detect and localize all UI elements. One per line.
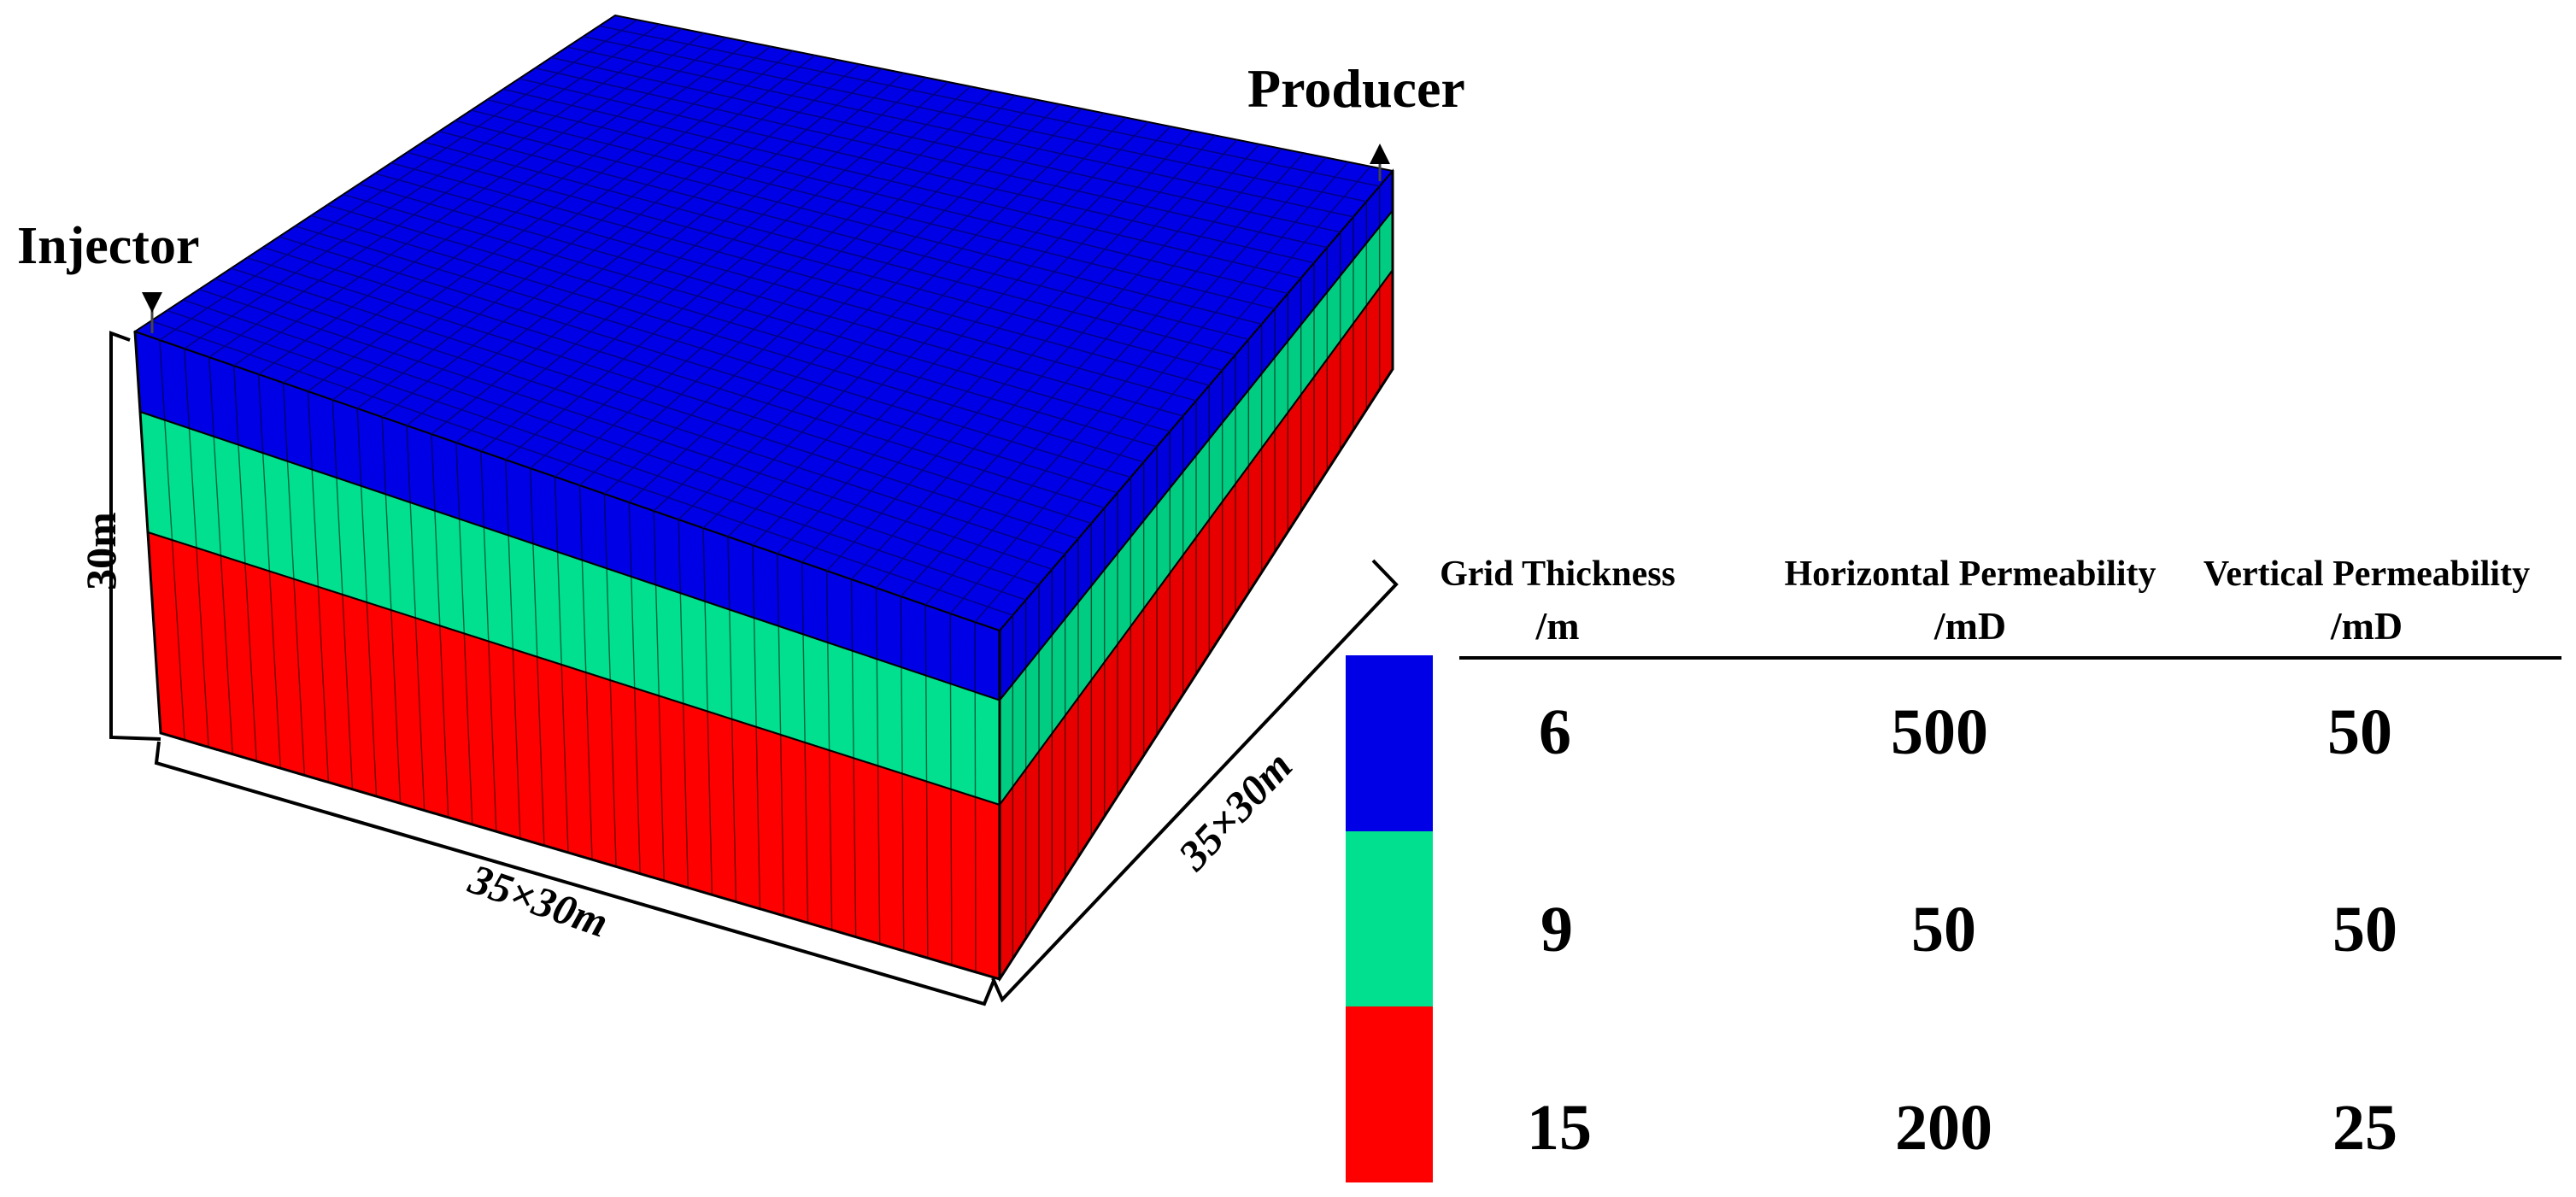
front-grid-line (529, 467, 545, 846)
header-grid-thickness-unit: /m (1534, 604, 1579, 648)
front-grid-line (752, 544, 761, 909)
front-grid-line (480, 450, 497, 832)
top-grid-line (583, 35, 1367, 202)
front-grid-line (653, 510, 665, 881)
top-grid-line (310, 214, 1144, 463)
top-grid-line (438, 130, 1249, 341)
front-grid-line (801, 561, 809, 924)
top-grid-line (279, 236, 1118, 494)
row2-horizontal: 50 (1911, 894, 1976, 965)
top-grid-line (486, 98, 1288, 295)
row1-horizontal: 500 (1891, 696, 1988, 768)
top-grid-line (343, 193, 1171, 432)
top-grid-line (566, 46, 1354, 218)
top-grid-line (214, 278, 1065, 555)
header-horizontal-permeability-unit: /mD (1933, 604, 2006, 648)
front-grid-line (875, 587, 881, 944)
row3-horizontal: 200 (1895, 1092, 1992, 1164)
row2-thickness: 9 (1540, 894, 1573, 965)
top-grid-line (150, 320, 1013, 616)
front-grid-line (554, 476, 569, 853)
header-vertical-permeability: Vertical Permeability (2203, 554, 2530, 594)
top-grid-line (326, 204, 1158, 448)
front-grid-line (825, 570, 833, 930)
producer-label: Producer (1247, 58, 1465, 119)
length-dimension-bracket (154, 741, 995, 1006)
injector-well-icon (142, 292, 162, 333)
front-grid-line (974, 621, 977, 972)
front-grid-line (332, 399, 354, 789)
top-grid-line (198, 288, 1053, 571)
top-grid-line (599, 25, 1380, 187)
front-grid-line (356, 408, 378, 797)
top-grid-line (390, 161, 1210, 386)
top-grid-line (471, 109, 1276, 310)
front-grid-line (307, 390, 330, 783)
front-grid-line (850, 578, 857, 937)
row3-vertical: 25 (2332, 1092, 2397, 1164)
front-grid-line (431, 433, 449, 818)
top-grid-line (246, 256, 1092, 525)
reservoir-grid-block (132, 14, 1394, 983)
top-grid-line (295, 225, 1131, 478)
top-grid-line (182, 299, 1040, 585)
header-grid-thickness: Grid Thickness (1440, 554, 1675, 594)
top-grid-line (359, 183, 1183, 417)
top-grid-line (550, 56, 1341, 233)
front-grid-line (282, 382, 306, 776)
layer-property-table: Grid Thickness /m Horizontal Permeabilit… (1440, 554, 2561, 1164)
front-grid-line (578, 484, 593, 860)
row3-thickness: 15 (1527, 1092, 1592, 1164)
front-grid-line (777, 553, 785, 916)
row2-vertical: 50 (2332, 894, 2397, 965)
front-grid-line (702, 527, 713, 895)
front-grid-line (678, 519, 689, 889)
producer-well-icon (1370, 144, 1390, 181)
legend-swatch-red (1346, 1006, 1433, 1182)
row1-thickness: 6 (1539, 696, 1571, 768)
front-grid-line (900, 596, 905, 952)
width-dimension-bracket (991, 559, 1399, 1003)
top-grid-line (422, 141, 1236, 355)
header-vertical-permeability-unit: /mD (2330, 604, 2403, 648)
legend-swatch-blue (1346, 655, 1433, 831)
top-grid-line (374, 173, 1197, 402)
top-grid-line (262, 246, 1105, 509)
grid-lines (133, 19, 1394, 981)
front-grid-line (406, 425, 425, 811)
row1-vertical: 50 (2327, 696, 2392, 768)
top-grid-line (502, 88, 1301, 279)
legend-swatch-green (1346, 831, 1433, 1006)
top-grid-line (231, 267, 1079, 540)
injector-label: Injector (17, 217, 199, 275)
top-grid-line (519, 78, 1315, 264)
front-grid-line (381, 416, 402, 804)
layer-color-legend (1346, 655, 1433, 1182)
front-grid-line (505, 459, 521, 839)
front-grid-line (628, 502, 641, 874)
width-dimension-label: 35×30m (1168, 742, 1301, 879)
top-grid-line (167, 309, 1026, 601)
length-dimension-label: 35×30m (462, 854, 613, 947)
front-grid-line (949, 613, 953, 965)
header-horizontal-permeability: Horizontal Permeability (1784, 554, 2156, 594)
front-grid-line (727, 536, 737, 902)
top-grid-line (535, 67, 1328, 249)
front-grid-line (455, 442, 473, 825)
height-dimension-bracket (109, 331, 161, 741)
top-grid-line (407, 151, 1223, 371)
front-grid-line (257, 373, 281, 769)
front-grid-line (184, 348, 209, 748)
front-grid-line (208, 356, 233, 754)
top-grid-line (455, 120, 1262, 326)
front-grid-line (603, 493, 617, 867)
front-grid-line (159, 339, 185, 741)
front-grid-line (232, 365, 257, 761)
front-grid-line (924, 604, 929, 959)
front-face (133, 330, 1000, 981)
height-dimension-label: 30m (77, 512, 125, 590)
